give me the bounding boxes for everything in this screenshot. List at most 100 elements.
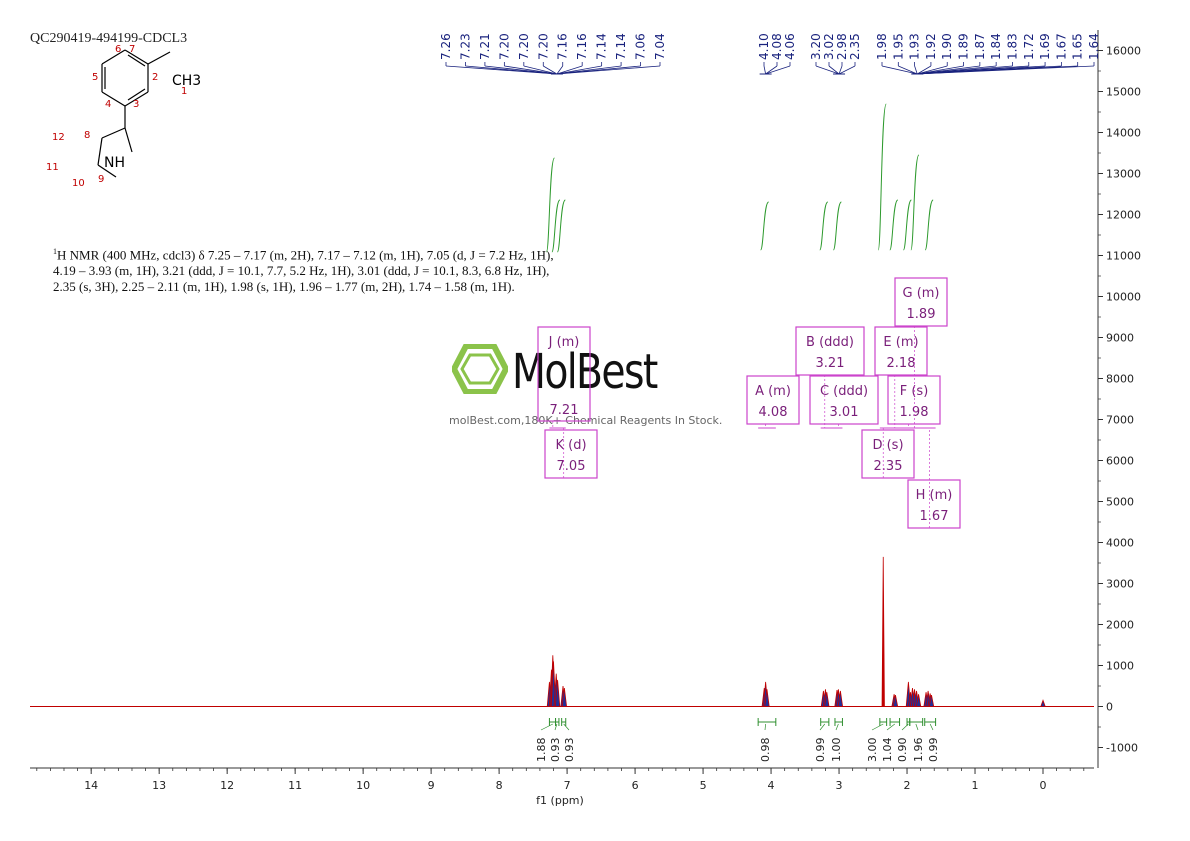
- spectrum-peak: [881, 556, 885, 707]
- peak-label-connector: [838, 65, 843, 75]
- integral-connector: [886, 723, 896, 731]
- peak-label-connector: [556, 65, 564, 75]
- y-tick-label: 9000: [1106, 332, 1134, 345]
- peak-label-connector: [838, 65, 856, 75]
- spectrum-peak: [561, 688, 568, 707]
- peak-shift-label: 7.16: [556, 33, 570, 60]
- x-tick-label: 10: [356, 779, 370, 792]
- integral-connector: [764, 723, 766, 731]
- peak-label-connector: [484, 65, 557, 75]
- atom-label: 11: [46, 162, 59, 173]
- integral-value: 0.99: [814, 738, 827, 763]
- y-tick-label: 15000: [1106, 86, 1141, 99]
- multiplet-box: [874, 326, 928, 376]
- watermark-brand: MolBest: [512, 344, 658, 400]
- sample-id: QC290419-494199-CDCL3: [30, 31, 188, 46]
- multiplet-shift: 1.89: [907, 307, 936, 322]
- peak-shift-label: 1.65: [1071, 33, 1085, 60]
- peak-label-connector: [556, 65, 661, 75]
- watermark-logo-icon: [452, 344, 508, 394]
- peak-shift-label: 7.16: [575, 33, 589, 60]
- y-tick-label: 14000: [1106, 127, 1141, 140]
- peak-label-connector: [815, 65, 840, 75]
- multiplet-shift: 1.98: [900, 405, 929, 420]
- y-tick-label: 0: [1106, 701, 1113, 714]
- integral-connector: [915, 723, 919, 731]
- peak-shift-label: 1.84: [989, 33, 1003, 60]
- peak-label-connector: [898, 65, 918, 75]
- peak-shift-label: 1.64: [1087, 33, 1101, 60]
- integral-value: 3.00: [866, 738, 879, 763]
- nmr-description-line-3: 2.35 (s, 3H), 2.25 – 2.11 (m, 1H), 1.98 …: [53, 279, 515, 295]
- spectrum-peak: [824, 692, 830, 707]
- peak-label-connector: [917, 65, 1095, 75]
- x-tick-label: 12: [220, 779, 234, 792]
- multiplet-name: K (d): [555, 438, 586, 453]
- x-tick-label: 14: [84, 779, 98, 792]
- methyl-group: CH3: [172, 73, 201, 89]
- x-tick-label: 1: [972, 779, 979, 792]
- peak-shift-label: 1.89: [957, 33, 971, 60]
- peak-label-connector: [543, 65, 558, 75]
- multiplet-box: [894, 277, 948, 327]
- multiplet-box: [809, 375, 879, 425]
- multiplet-shift: 3.01: [830, 405, 859, 420]
- peak-shift-label: 7.14: [595, 33, 609, 60]
- atom-label: 2: [152, 72, 158, 83]
- integral-value: 0.93: [549, 738, 562, 763]
- multiplet-shift: 3.21: [816, 356, 845, 371]
- atom-label: 12: [52, 132, 65, 143]
- multiplet-box: [537, 326, 591, 422]
- peak-shift-label: 7.26: [439, 33, 453, 60]
- integral-connector: [563, 723, 570, 731]
- atom-label: 7: [129, 44, 135, 55]
- atom-label: 8: [84, 130, 90, 141]
- peak-shift-label: 3.02: [822, 33, 836, 60]
- peak-shift-label: 7.06: [634, 33, 648, 60]
- integral-curve: [551, 199, 561, 253]
- peak-shift-label: 4.08: [770, 33, 784, 60]
- integral-curve: [902, 199, 912, 251]
- multiplet-shift: 2.35: [874, 459, 903, 474]
- integral-connector: [554, 723, 558, 731]
- y-tick-label: 13000: [1106, 168, 1141, 181]
- integral-curve: [889, 199, 899, 251]
- integral-value: 1.04: [881, 738, 894, 763]
- multiplet-name: H (m): [916, 488, 953, 503]
- atom-label: 6: [115, 44, 121, 55]
- atom-label: 4: [105, 99, 111, 110]
- nmr-description-line-1: 1H NMR (400 MHz, cdcl3) δ 7.25 – 7.17 (m…: [53, 244, 554, 263]
- nmr-description-line-2: 4.19 – 3.93 (m, 1H), 3.21 (ddd, J = 10.1…: [53, 263, 550, 279]
- spectrum-peak: [892, 694, 899, 707]
- peak-shift-label: 1.83: [1005, 33, 1019, 60]
- spectrum-peak: [764, 689, 770, 707]
- multiplet-shift: 7.21: [550, 403, 579, 418]
- peak-shift-label: 1.90: [940, 33, 954, 60]
- y-tick-label: 16000: [1106, 45, 1141, 58]
- integral-connector: [540, 723, 553, 731]
- multiplet-shift: 7.05: [557, 459, 586, 474]
- x-tick-label: 5: [700, 779, 707, 792]
- peak-label-connector: [828, 65, 840, 75]
- integral-curve: [910, 154, 920, 251]
- peak-shift-label: 7.21: [478, 33, 492, 60]
- x-tick-label: 3: [836, 779, 843, 792]
- peak-shift-label: 2.35: [848, 33, 862, 60]
- peak-label-connector: [556, 65, 602, 75]
- multiplet-name: D (s): [872, 438, 903, 453]
- molecule-structure: 6 7 5 2 4 3 1 CH3 8 12 NH 11 9 10: [46, 44, 201, 189]
- integral-connector: [871, 723, 884, 731]
- peak-shift-label: 1.92: [924, 33, 938, 60]
- peak-label-connector: [765, 65, 791, 75]
- x-tick-label: 8: [496, 779, 503, 792]
- x-tick-label: 13: [152, 779, 166, 792]
- peak-label-connector: [763, 65, 767, 75]
- x-tick-label: 11: [288, 779, 302, 792]
- integral-curve: [877, 103, 887, 251]
- peak-label-connector: [881, 65, 918, 75]
- integral-value: 0.99: [927, 738, 940, 763]
- peak-label-connector: [504, 65, 557, 75]
- peak-shift-label: 4.10: [757, 33, 771, 60]
- y-tick-label: 1000: [1106, 660, 1134, 673]
- multiplet-name: F (s): [900, 384, 929, 399]
